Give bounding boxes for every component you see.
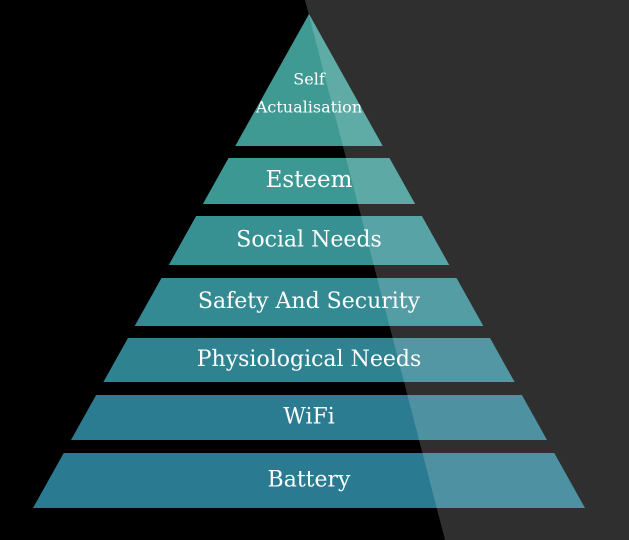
tier-label-4: Safety And Security (198, 289, 421, 314)
tier-label-1-line-1: Self (293, 70, 326, 89)
tier-label-1-line-2: Actualisation (255, 98, 362, 117)
pyramid-tiers (33, 14, 585, 508)
tier-label-7: Battery (268, 468, 352, 493)
pyramid-tier-2 (202, 158, 416, 204)
pyramid-tier-5 (103, 338, 515, 382)
pyramid-tier-3 (168, 216, 450, 265)
tier-label-2: Esteem (266, 167, 353, 193)
pyramid-labels: Self Actualisation Esteem Social Needs Safet… (197, 70, 422, 493)
pyramid-tier-7 (33, 453, 585, 508)
tier-label-3: Social Needs (236, 228, 381, 253)
pyramid-tier-4 (134, 278, 484, 326)
background-right-panel (305, 0, 629, 540)
pyramid-tier-6 (70, 395, 548, 440)
pyramid-tier-1 (235, 14, 383, 146)
tier-label-6: WiFi (283, 405, 335, 430)
tier-label-5: Physiological Needs (197, 347, 422, 372)
